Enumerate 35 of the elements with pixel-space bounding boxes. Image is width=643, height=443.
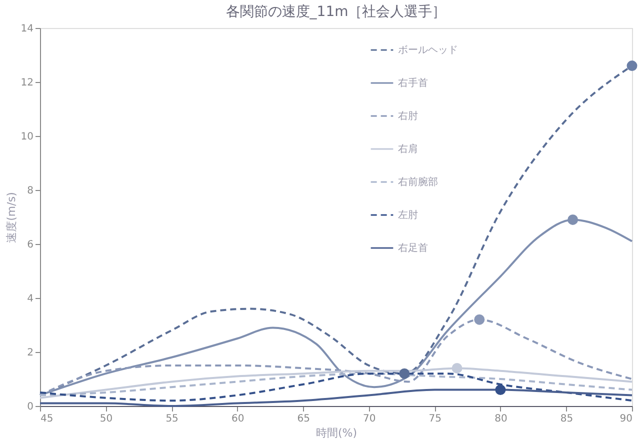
y-tick-label: 4 (27, 294, 34, 304)
x-tick-label: 55 (166, 414, 178, 424)
y-tick-label: 10 (20, 132, 34, 142)
x-tick-label: 85 (560, 414, 574, 424)
y-tick-label: 0 (27, 402, 34, 412)
x-tick-label: 45 (40, 414, 54, 424)
legend-label: 右肩 (398, 143, 418, 155)
legend-label: 右手首 (398, 77, 428, 89)
chart-title: 各関節の速度_11m［社会人選手］ (226, 4, 446, 20)
legend-label: ボールヘッド (398, 45, 458, 56)
y-tick-label: 2 (27, 348, 34, 358)
x-tick-label: 65 (297, 414, 310, 424)
point (399, 368, 410, 379)
point (474, 314, 485, 325)
legend-label: 右前腕部 (398, 176, 438, 188)
point (568, 214, 578, 225)
y-tick-label: 6 (27, 240, 34, 250)
x-tick-label: 90 (620, 414, 632, 424)
point (495, 384, 506, 396)
point (626, 60, 638, 72)
x-tick-label: 60 (231, 414, 244, 424)
point (452, 362, 462, 374)
legend-label: 右足首 (398, 242, 428, 254)
y-tick-label: 14 (20, 24, 34, 34)
y-axis-title: 速度(m/s) (4, 192, 18, 243)
y-tick-label: 12 (20, 78, 34, 88)
x-tick-label: 50 (100, 414, 113, 424)
legend-label: 左肘 (398, 209, 418, 221)
legend-label: 右肘 (398, 110, 418, 122)
x-axis-title: 時間(%) (316, 426, 358, 440)
x-tick-label: 75 (428, 414, 442, 424)
line-series (39, 372, 633, 396)
x-tick-label: 80 (494, 414, 508, 424)
y-tick-label: 8 (27, 186, 34, 196)
x-tick-label: 70 (363, 414, 376, 424)
